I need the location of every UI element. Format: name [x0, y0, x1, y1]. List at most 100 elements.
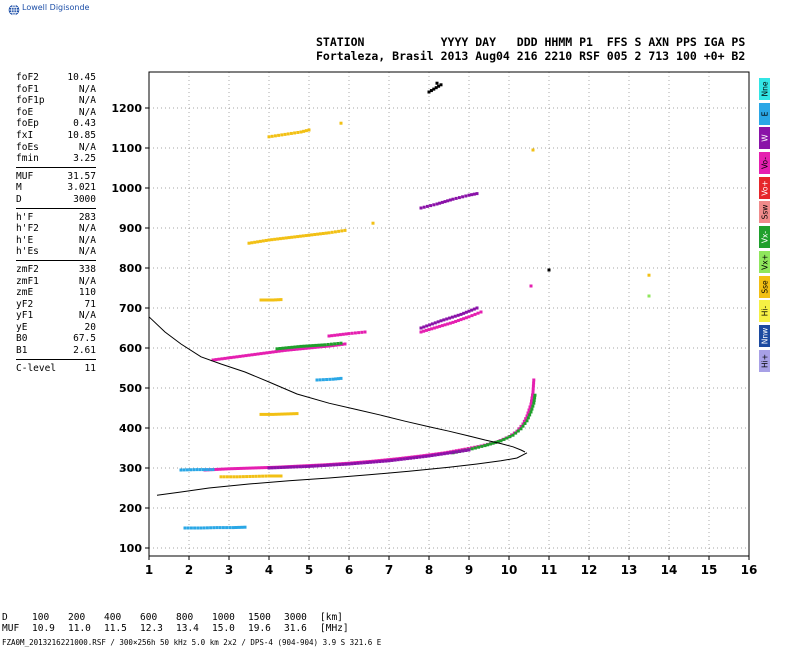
echo-point	[451, 320, 455, 324]
echo-point	[452, 450, 456, 454]
y-tick-label: 400	[119, 422, 142, 435]
echo-point	[322, 463, 326, 467]
echo-point	[525, 419, 529, 423]
echo-point	[336, 342, 340, 346]
echo-point	[425, 324, 429, 328]
muf-cell: 13.4	[176, 623, 199, 634]
echo-point	[315, 378, 319, 382]
param-value: N/A	[78, 106, 96, 118]
electron-density-profile	[148, 316, 526, 453]
echo-point	[424, 328, 428, 332]
echo-point	[295, 412, 299, 416]
param-name: zmF1	[16, 275, 39, 287]
echo-point	[331, 377, 335, 381]
echo-point	[435, 81, 439, 85]
echo-point	[283, 132, 287, 136]
echo-point	[277, 349, 281, 353]
echo-point	[295, 347, 299, 351]
echo-point	[235, 355, 239, 359]
echo-point	[347, 462, 351, 466]
echo-point	[232, 475, 236, 479]
echo-point	[281, 346, 285, 350]
echo-point	[357, 331, 361, 335]
param-name: B0	[16, 333, 28, 345]
echo-point	[363, 330, 367, 334]
echo-point	[472, 307, 476, 311]
echo-point	[428, 323, 432, 327]
x-tick-label: 12	[581, 563, 598, 577]
echo-point	[316, 232, 320, 236]
echo-point	[430, 327, 434, 331]
echo-point	[451, 197, 455, 201]
legend-item: W	[759, 127, 770, 150]
echo-point	[429, 204, 433, 208]
param-group-muf: MUF 31.57 M 3.021 D 3000	[16, 171, 96, 206]
echo-point	[275, 347, 279, 351]
echo-point	[290, 345, 294, 349]
x-tick-label: 13	[621, 563, 638, 577]
echo-point	[231, 526, 235, 530]
echo-point	[278, 347, 282, 350]
echo-point	[234, 526, 238, 529]
echo-point	[262, 298, 266, 302]
echo-point	[307, 233, 311, 237]
echo-point	[279, 298, 283, 302]
echo-point	[486, 443, 490, 447]
echo-point	[282, 465, 286, 469]
echo-point	[189, 526, 193, 530]
y-tick-label: 300	[119, 462, 142, 475]
echo-point	[353, 331, 357, 335]
param-row: MUF 31.57	[16, 171, 96, 183]
muf-cell: 11.5	[104, 623, 127, 634]
x-tick-label: 3	[225, 563, 233, 577]
echo-point	[454, 319, 458, 323]
param-value: 10.85	[67, 129, 96, 141]
muf-cell: 31.6	[284, 623, 307, 634]
echo-point	[250, 353, 254, 357]
echo-point	[467, 193, 471, 197]
echo-point	[283, 348, 287, 352]
param-name: foF1p	[16, 95, 45, 107]
echo-point	[310, 346, 314, 350]
param-value: 0.43	[73, 118, 96, 130]
legend-label: Hi+	[760, 353, 769, 368]
echo-point	[259, 298, 263, 302]
param-value: 10.45	[67, 72, 96, 83]
param-value: 3.021	[67, 182, 96, 194]
echo-point	[301, 234, 305, 238]
echo-point	[547, 268, 551, 272]
echo-point	[467, 315, 471, 319]
echo-point	[412, 456, 416, 460]
echo-point	[229, 475, 233, 479]
echo-point	[286, 348, 290, 352]
echo-point	[496, 440, 500, 444]
y-tick-label: 100	[119, 542, 142, 555]
echo-point	[530, 407, 534, 411]
param-row: foEp 0.43	[16, 118, 96, 130]
echo-point	[268, 350, 272, 354]
echo-point	[304, 234, 308, 238]
echo-point	[329, 463, 333, 467]
echo-point	[289, 412, 293, 416]
echo-point	[258, 239, 262, 243]
echo-point	[265, 351, 269, 355]
echo-point	[296, 345, 300, 349]
param-name: h'E	[16, 234, 34, 246]
echo-point	[220, 357, 224, 361]
muf-cell: 800	[176, 612, 194, 623]
echo-point	[456, 313, 460, 317]
echo-point	[443, 200, 447, 204]
echo-point	[531, 384, 535, 388]
echo-point	[238, 475, 242, 479]
echo-point	[253, 240, 257, 244]
param-row: h'F2 N/A	[16, 223, 96, 235]
echo-point	[268, 412, 272, 416]
echo-point	[253, 352, 257, 356]
echo-point	[325, 344, 329, 348]
echo-point	[446, 322, 450, 326]
echo-point	[273, 237, 277, 241]
echo-point	[217, 357, 221, 361]
echo-point	[280, 349, 284, 353]
echo-point	[265, 412, 269, 416]
echo-point	[464, 194, 468, 198]
